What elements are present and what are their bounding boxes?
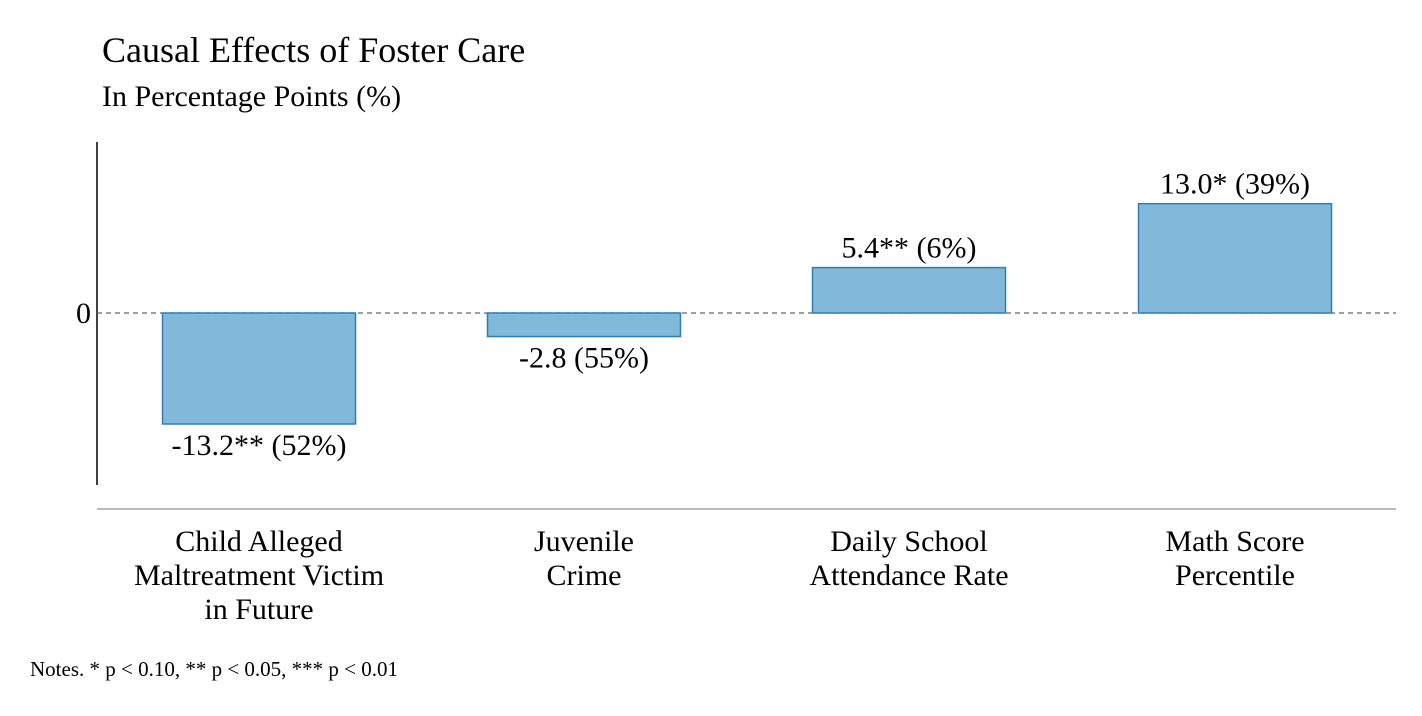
data-label: 13.0* (39%): [1160, 168, 1310, 201]
data-labels: -13.2** (52%) -2.8 (55%) 5.4** (6%) 13.0* (…: [172, 168, 1310, 462]
y-tick-label: 0: [76, 297, 91, 330]
category-label: Child Alleged: [175, 525, 343, 558]
category-label: in Future: [204, 593, 313, 626]
bar: [486, 312, 682, 338]
category-label: Math Score: [1165, 525, 1304, 558]
bar: [811, 266, 1007, 314]
chart-title: Causal Effects of Foster Care: [102, 30, 525, 70]
data-label: 5.4** (6%): [842, 232, 977, 265]
bars: [161, 202, 1333, 425]
chart-subtitle: In Percentage Points (%): [102, 80, 401, 113]
category-label: Attendance Rate: [809, 559, 1008, 592]
chart-note: Notes. * p < 0.10, ** p < 0.05, *** p < …: [30, 657, 398, 681]
data-label: -13.2** (52%): [172, 429, 347, 462]
category-label: Maltreatment Victim: [134, 559, 384, 592]
category-label: Crime: [547, 559, 622, 592]
category-label: Daily School: [830, 525, 988, 558]
category-label: Percentile: [1175, 559, 1295, 592]
category-label: Juvenile: [534, 525, 634, 558]
bar: [1137, 202, 1333, 314]
bar: [161, 312, 357, 425]
y-tick-labels: 0: [76, 297, 91, 330]
data-label: -2.8 (55%): [519, 342, 649, 375]
